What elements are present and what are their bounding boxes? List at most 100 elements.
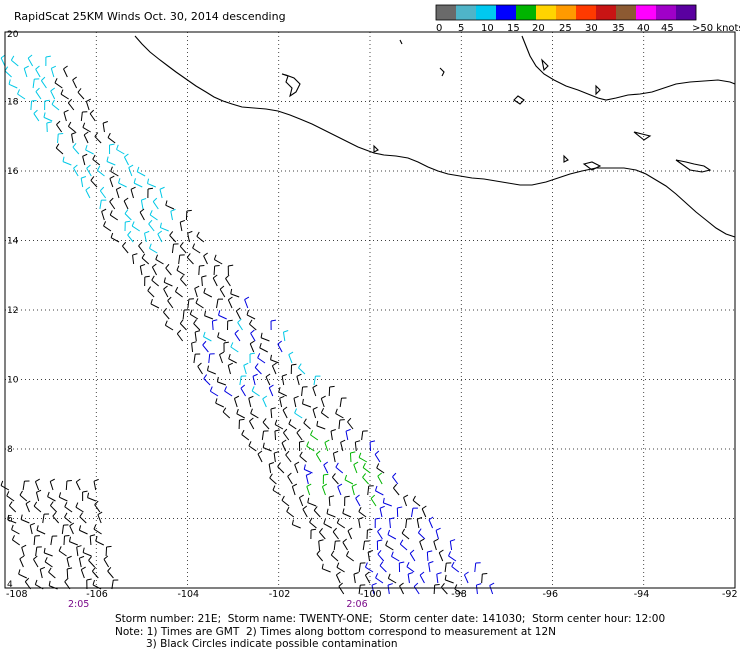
- wind-barb: [124, 209, 132, 221]
- swath-time-label: 2:05: [68, 599, 89, 610]
- wind-barb: [237, 318, 243, 331]
- wind-barb: [318, 539, 324, 551]
- wind-barb: [167, 296, 174, 309]
- wind-barb: [222, 407, 231, 419]
- wind-barb: [51, 99, 60, 111]
- wind-barb: [95, 536, 104, 546]
- wind-barb: [47, 491, 56, 502]
- colorbar-swatch: [476, 5, 497, 20]
- wind-barb: [321, 563, 331, 573]
- wind-barb: [122, 241, 129, 254]
- longitude-label: -92: [722, 589, 738, 600]
- wind-barb: [206, 365, 216, 375]
- wind-barb: [281, 495, 290, 507]
- wind-barb: [248, 395, 254, 408]
- wind-barb: [179, 242, 187, 254]
- wind-barb: [298, 363, 306, 375]
- wind-barb: [377, 472, 383, 485]
- wind-barb: [277, 340, 283, 353]
- colorbar-label: 25: [559, 23, 572, 34]
- wind-barb: [353, 461, 359, 474]
- wind-barb: [417, 528, 426, 540]
- wind-barb: [298, 440, 305, 452]
- notes-line: Note: 1) Times are GMT 2) Times along bo…: [115, 626, 556, 638]
- wind-barb: [90, 176, 98, 188]
- colorbar-label: 5: [458, 23, 464, 34]
- wind-barb: [475, 583, 482, 595]
- wind-barb: [328, 495, 335, 507]
- wind-barb: [239, 375, 247, 386]
- wind-barb: [212, 274, 218, 287]
- wind-barb: [358, 516, 364, 529]
- longitude-label: -102: [269, 589, 291, 600]
- wind-barb: [39, 566, 46, 579]
- wind-barb: [344, 495, 350, 507]
- wind-barb: [320, 407, 329, 419]
- axis-labels: -108 -106 -104 -102 -100 -98 -96 -94 -92 20 18 16 14…: [6, 30, 738, 600]
- wind-barb: [387, 529, 397, 540]
- wind-barb: [35, 489, 42, 502]
- wind-barb: [361, 430, 368, 441]
- wind-barb: [332, 450, 339, 463]
- swath-time-labels: 2:05 2:06: [68, 599, 368, 610]
- wind-barb: [131, 221, 140, 232]
- wind-barb: [342, 508, 352, 518]
- wind-barb: [302, 398, 312, 408]
- wind-barb: [323, 518, 332, 529]
- wind-barb: [35, 546, 42, 557]
- wind-barb: [56, 120, 63, 133]
- wind-barb: [94, 132, 102, 144]
- wind-barb: [307, 497, 317, 507]
- latitude-label: 8: [7, 445, 13, 455]
- latitude-label: 16: [7, 167, 19, 177]
- wind-barb: [25, 500, 31, 513]
- wind-barb: [320, 395, 326, 408]
- wind-barb: [261, 430, 269, 441]
- longitude-label: -108: [6, 589, 28, 600]
- wind-barb: [238, 418, 245, 430]
- wind-barb: [391, 551, 400, 562]
- wind-barb: [148, 219, 155, 232]
- wind-barb: [194, 330, 201, 342]
- wind-barb: [159, 222, 169, 232]
- wind-barb: [159, 186, 165, 199]
- wind-barb: [92, 154, 101, 166]
- wind-barb: [316, 549, 324, 562]
- wind-barb: [248, 441, 257, 452]
- wind-barb: [197, 362, 203, 375]
- wind-barb: [298, 494, 304, 507]
- wind-barb: [201, 275, 207, 287]
- wind-barb: [306, 483, 312, 496]
- wind-barb: [406, 561, 415, 573]
- wind-barb: [369, 440, 376, 452]
- wind-barb: [291, 483, 298, 496]
- wind-barb: [64, 502, 73, 513]
- colorbar-label: >50 knots: [692, 23, 740, 34]
- wind-barb: [227, 362, 233, 375]
- colorbar-swatch: [676, 5, 697, 20]
- wind-barb: [262, 442, 272, 452]
- wind-barb: [22, 480, 30, 491]
- wind-barb: [362, 473, 369, 485]
- wind-barb: [387, 573, 397, 584]
- wind-barb: [336, 518, 346, 529]
- wind-barb: [428, 516, 434, 529]
- wind-barb: [399, 539, 408, 551]
- wind-barb: [374, 485, 384, 496]
- wind-barb: [345, 428, 351, 441]
- wind-barb: [140, 197, 147, 210]
- wind-barb: [330, 550, 339, 562]
- wind-barb: [30, 100, 37, 111]
- wind-barb: [286, 506, 295, 518]
- wind-barb: [358, 562, 366, 573]
- wind-barb: [58, 492, 68, 502]
- colorbar-swatch: [636, 5, 657, 20]
- wind-barb: [155, 254, 164, 265]
- wind-barb: [332, 527, 339, 540]
- wind-barb: [474, 562, 481, 573]
- wind-barb: [249, 319, 257, 331]
- wind-barb: [11, 524, 20, 535]
- wind-barb: [163, 277, 173, 287]
- wind-barb: [130, 186, 136, 199]
